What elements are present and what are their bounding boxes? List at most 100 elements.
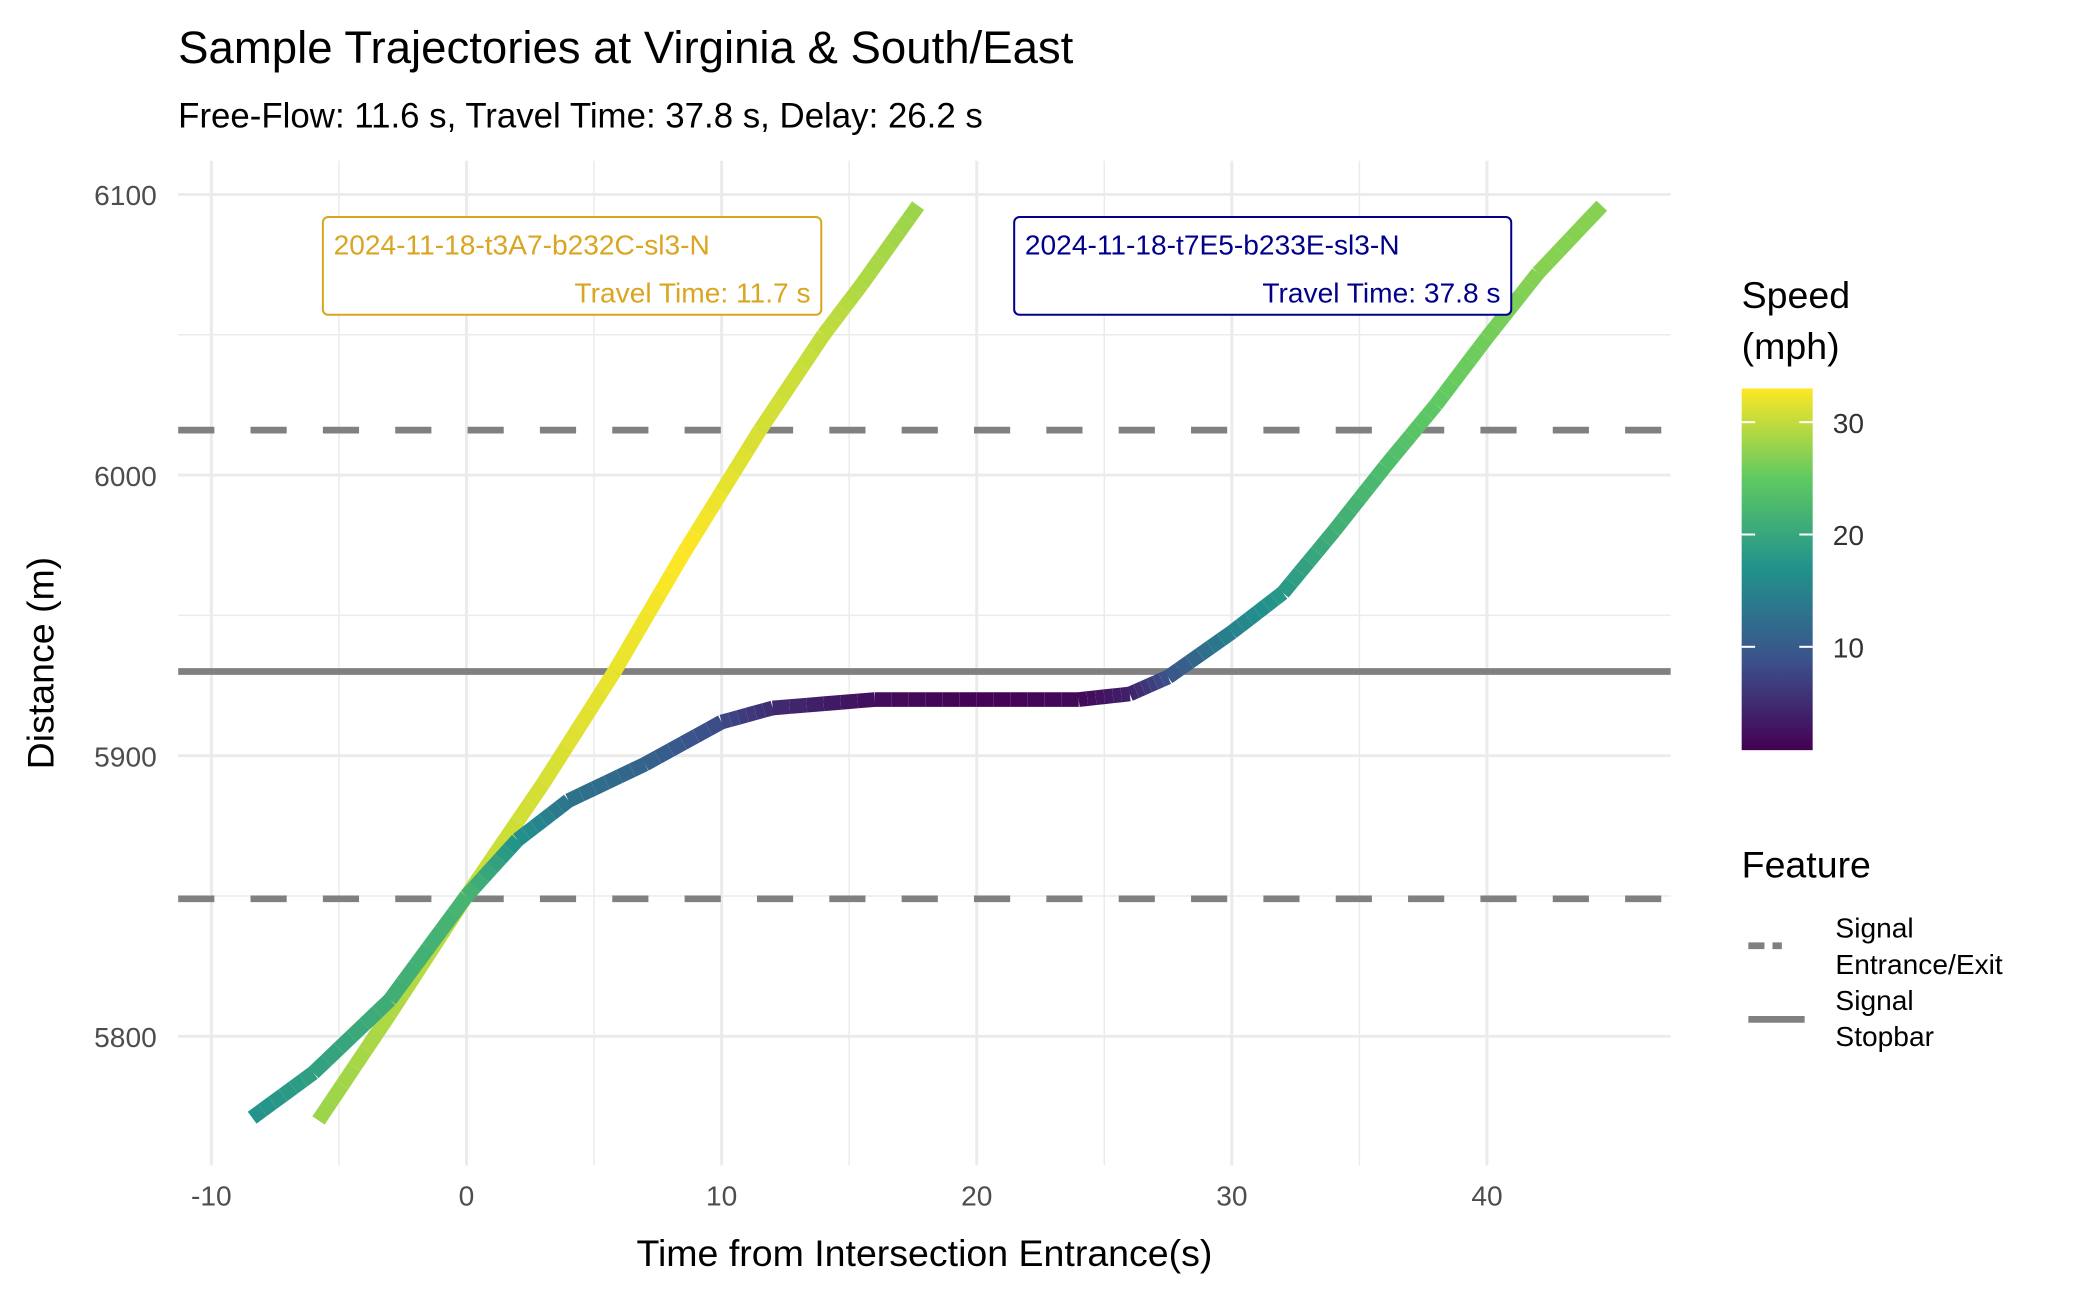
trajectory-1-segment bbox=[836, 296, 856, 314]
legend-item-2-line1: Signal bbox=[1835, 985, 1913, 1016]
trajectory-1-segment bbox=[336, 1063, 361, 1090]
trajectory-2-segment bbox=[762, 700, 775, 718]
trajectory-2-segment bbox=[1447, 366, 1468, 387]
trajectory-1-segment bbox=[740, 426, 767, 455]
trajectory-2-segment bbox=[1174, 656, 1194, 676]
trajectory-2-segment bbox=[857, 692, 876, 709]
trajectory-2-segment bbox=[1481, 322, 1502, 343]
feature-legend-title: Feature bbox=[1742, 843, 1871, 885]
trajectories bbox=[247, 200, 1608, 1125]
trajectory-2-segment bbox=[1336, 505, 1357, 525]
trajectory-2-segment bbox=[1430, 389, 1451, 410]
y-axis-label: Distance (m) bbox=[20, 557, 62, 770]
trajectory-2-segment bbox=[478, 862, 498, 883]
y-tick-label: 6000 bbox=[94, 461, 157, 492]
trajectory-1-segment bbox=[806, 330, 830, 355]
trajectory-1-segment bbox=[849, 279, 868, 298]
trajectory-2-segment bbox=[1269, 587, 1288, 606]
trajectory-2-segment bbox=[1506, 289, 1527, 310]
x-tick-label: -10 bbox=[191, 1181, 232, 1212]
trajectory-2-segment bbox=[1564, 223, 1586, 245]
trajectory-2-segment bbox=[667, 736, 687, 757]
trajectory-2-segment bbox=[1120, 686, 1131, 703]
trajectory-2-segment bbox=[1094, 689, 1106, 706]
trajectory-2-segment bbox=[1370, 462, 1391, 482]
trajectory-1-segment bbox=[642, 589, 667, 617]
trajectory-2-segment bbox=[1345, 494, 1366, 515]
y-tick-label: 5900 bbox=[94, 741, 157, 772]
trajectory-1-segment bbox=[830, 305, 849, 323]
trajectory-2-segment bbox=[346, 1018, 370, 1042]
trajectory-1-segment bbox=[824, 313, 843, 331]
trajectory-2-segment bbox=[629, 757, 649, 777]
trajectory-1-segment bbox=[785, 362, 809, 387]
y-tick-label: 6100 bbox=[94, 180, 157, 211]
trajectory-2-segment bbox=[521, 820, 540, 840]
trajectory-2-segment bbox=[590, 775, 610, 796]
trajectory-1-segment bbox=[883, 227, 906, 250]
chart-title: Sample Trajectories at Virginia & South/… bbox=[178, 22, 1073, 73]
legend-item-1-line2: Entrance/Exit bbox=[1835, 949, 2002, 980]
trajectory-2-segment bbox=[1261, 593, 1279, 612]
trajectory-2-segment bbox=[578, 781, 598, 802]
trajectory-2-segment bbox=[1472, 333, 1493, 354]
feature-legend: Feature Signal Entrance/Exit Signal Stop… bbox=[1742, 843, 2003, 1052]
x-tick-label: 0 bbox=[459, 1181, 475, 1212]
trajectory-2-segment bbox=[288, 1074, 308, 1094]
trajectory-2-segment bbox=[1152, 673, 1165, 690]
trajectory-2-segment bbox=[547, 801, 565, 820]
trajectory-2-segment bbox=[1353, 483, 1374, 504]
trajectory-2-segment bbox=[1532, 256, 1554, 279]
trajectory-2-segment bbox=[321, 1043, 344, 1066]
trajectory-1-segment bbox=[893, 214, 915, 237]
trajectory-2-segment bbox=[555, 794, 574, 813]
trajectory-1-segment bbox=[665, 549, 690, 577]
annotation-2-travel-time: Travel Time: 37.8 s bbox=[1262, 278, 1500, 309]
x-tick-label: 20 bbox=[961, 1181, 992, 1212]
reference-lines bbox=[178, 426, 1671, 903]
trajectory-1-segment bbox=[654, 569, 679, 597]
trajectory-1-segment bbox=[902, 201, 925, 224]
trajectory-2-segment bbox=[565, 787, 585, 808]
trajectory-2-segment bbox=[1438, 378, 1459, 399]
trajectory-2-segment bbox=[603, 769, 623, 790]
trajectory-2-segment bbox=[654, 743, 675, 764]
trajectory-2-segment bbox=[1523, 268, 1544, 289]
trajectory-1-segment bbox=[689, 508, 716, 537]
trajectory-2-segment bbox=[1311, 536, 1332, 557]
trajectory-2-segment bbox=[409, 943, 435, 970]
trajectory-2-segment bbox=[1413, 410, 1434, 431]
trajectory-1-segment bbox=[843, 288, 862, 306]
trajectory-1-segment bbox=[715, 467, 741, 496]
trajectory-2-segment bbox=[258, 1096, 277, 1117]
trajectory-2-segment bbox=[1163, 663, 1183, 684]
trajectory-2-segment bbox=[1515, 279, 1536, 300]
trajectory-2-segment bbox=[1455, 355, 1476, 376]
trajectory-2-segment bbox=[503, 834, 523, 855]
trajectory-2-segment bbox=[396, 960, 422, 987]
colorbar-tick-label: 10 bbox=[1833, 633, 1864, 664]
trajectory-2-segment bbox=[753, 703, 767, 720]
annotation-1-id: 2024-11-18-t3A7-b232C-sl3-N bbox=[334, 230, 710, 261]
annotation-2-id: 2024-11-18-t7E5-b233E-sl3-N bbox=[1025, 230, 1400, 261]
trajectory-1-segment bbox=[596, 667, 621, 695]
trajectory-2-segment bbox=[1195, 641, 1215, 661]
trajectory-2-segment bbox=[1185, 648, 1205, 669]
trajectory-1-segment bbox=[855, 266, 878, 289]
trajectory-1-segment bbox=[874, 240, 896, 263]
trajectory-1-segment bbox=[817, 321, 836, 340]
trajectory-2-segment bbox=[719, 712, 733, 730]
trajectory-2-segment bbox=[333, 1030, 357, 1054]
trajectory-2-segment bbox=[1575, 211, 1597, 234]
x-tick-label: 30 bbox=[1216, 1181, 1247, 1212]
annotation-box-1 bbox=[321, 216, 823, 316]
colorbar-title-line2: (mph) bbox=[1742, 325, 1840, 367]
trajectory-2-segment bbox=[1216, 626, 1237, 646]
trajectory-2-segment bbox=[1543, 245, 1565, 267]
trajectory-1-segment bbox=[728, 446, 754, 476]
trajectory-2-segment bbox=[1158, 670, 1172, 687]
trajectory-2-segment bbox=[359, 1006, 383, 1030]
trajectory-2-segment bbox=[1139, 678, 1152, 696]
trajectory-2-segment bbox=[1086, 690, 1097, 706]
